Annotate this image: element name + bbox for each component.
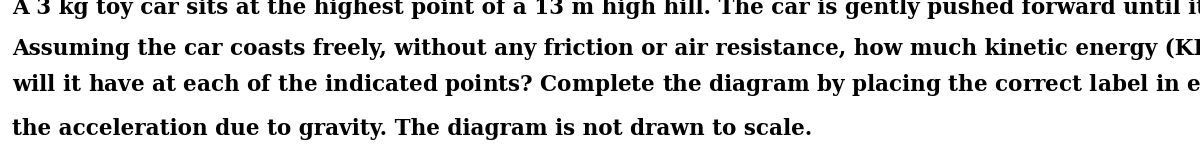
Text: Assuming the car coasts freely, without any friction or air resistance, how much: Assuming the car coasts freely, without …: [12, 38, 1200, 60]
Text: A 3 kg toy car sits at the highest point of a 13 m high hill. The car is gently : A 3 kg toy car sits at the highest point…: [12, 0, 1200, 19]
Text: the acceleration due to gravity. The diagram is not drawn to scale.: the acceleration due to gravity. The dia…: [12, 118, 812, 140]
Text: will it have at each of the indicated points? Complete the diagram by placing th: will it have at each of the indicated po…: [12, 70, 1200, 100]
